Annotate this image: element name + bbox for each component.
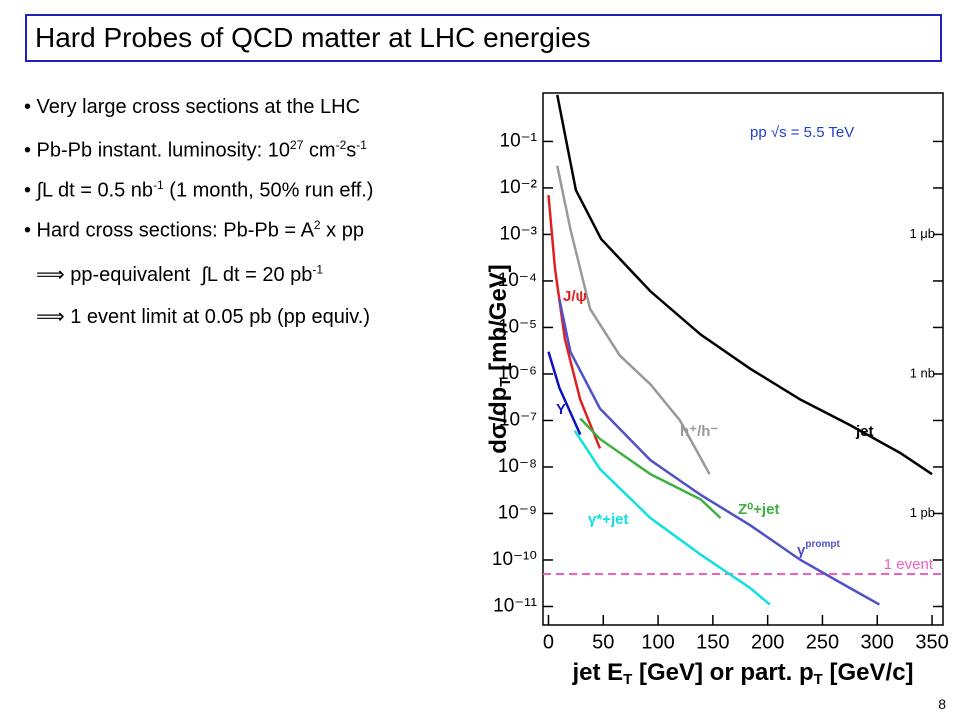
series-label: h⁺/h⁻ (680, 423, 718, 440)
series-line (547, 195, 602, 449)
y-tick-label: 10⁻⁶ (498, 363, 537, 384)
limit-label: 1 event (884, 556, 934, 573)
x-tick-label: 0 (543, 631, 554, 653)
bullet: • ∫L dt = 0.5 nb-1 (1 month, 50% run eff… (24, 178, 374, 202)
slide-title: Hard Probes of QCD matter at LHC energie… (25, 14, 942, 62)
x-tick-label: 350 (915, 631, 948, 653)
plot-frame (542, 92, 944, 626)
x-tick-label: 100 (641, 631, 674, 653)
y-tick-label: 10⁻⁹ (498, 502, 537, 523)
y-tick-label: 10⁻⁴ (498, 270, 537, 291)
annotation: pp √s = 5.5 TeV (750, 124, 854, 141)
series-label: γ*+jet (588, 511, 628, 528)
x-tick-label: 300 (861, 631, 894, 653)
series-label: γprompt (797, 539, 840, 559)
unit-label: 1 nb (910, 365, 935, 380)
series-line (573, 430, 771, 606)
y-tick-label: 10⁻⁵ (498, 316, 537, 337)
series-line (558, 299, 881, 606)
series-line (556, 165, 711, 475)
x-tick-label: 50 (592, 631, 614, 653)
bullet: • Hard cross sections: Pb-Pb = A2 x pp (24, 218, 364, 242)
series-label: J/ψ (563, 288, 587, 305)
y-tick-label: 10⁻¹¹ (493, 596, 537, 617)
x-axis-label: jet ET [GeV] or part. pT [GeV/c] (571, 659, 913, 688)
y-tick-label: 10⁻¹ (500, 130, 538, 151)
series-label: jet (855, 423, 874, 440)
x-tick-label: 250 (806, 631, 839, 653)
series-line (579, 417, 722, 519)
series-line (547, 351, 582, 435)
bullet: • Very large cross sections at the LHC (24, 96, 361, 118)
y-tick-label: 10⁻⁸ (498, 456, 537, 477)
x-tick-label: 200 (751, 631, 784, 653)
bullet: ⟹ 1 event limit at 0.05 pb (pp equiv.) (36, 306, 371, 328)
y-axis-label: dσ/dpT [mb/GeV] (485, 264, 514, 454)
series-label: Z⁰+jet (738, 501, 779, 518)
y-tick-label: 10⁻³ (500, 223, 538, 244)
bullet: • Pb-Pb instant. luminosity: 1027 cm-2s-… (24, 138, 367, 162)
bullet: ⟹ pp-equivalent ∫L dt = 20 pb-1 (36, 262, 324, 286)
page-number: 8 (938, 696, 946, 712)
series-label-part: prompt (805, 539, 840, 550)
series-line (556, 94, 933, 476)
y-tick-label: 10⁻¹⁰ (492, 549, 537, 570)
series-label: Υ (556, 401, 566, 418)
unit-label: 1 μb (909, 226, 935, 241)
x-tick-label: 150 (696, 631, 729, 653)
unit-label: 1 pb (910, 505, 935, 520)
y-tick-label: 10⁻⁷ (499, 409, 537, 430)
series-label-part: γ (797, 542, 806, 559)
y-tick-label: 10⁻² (500, 177, 538, 198)
